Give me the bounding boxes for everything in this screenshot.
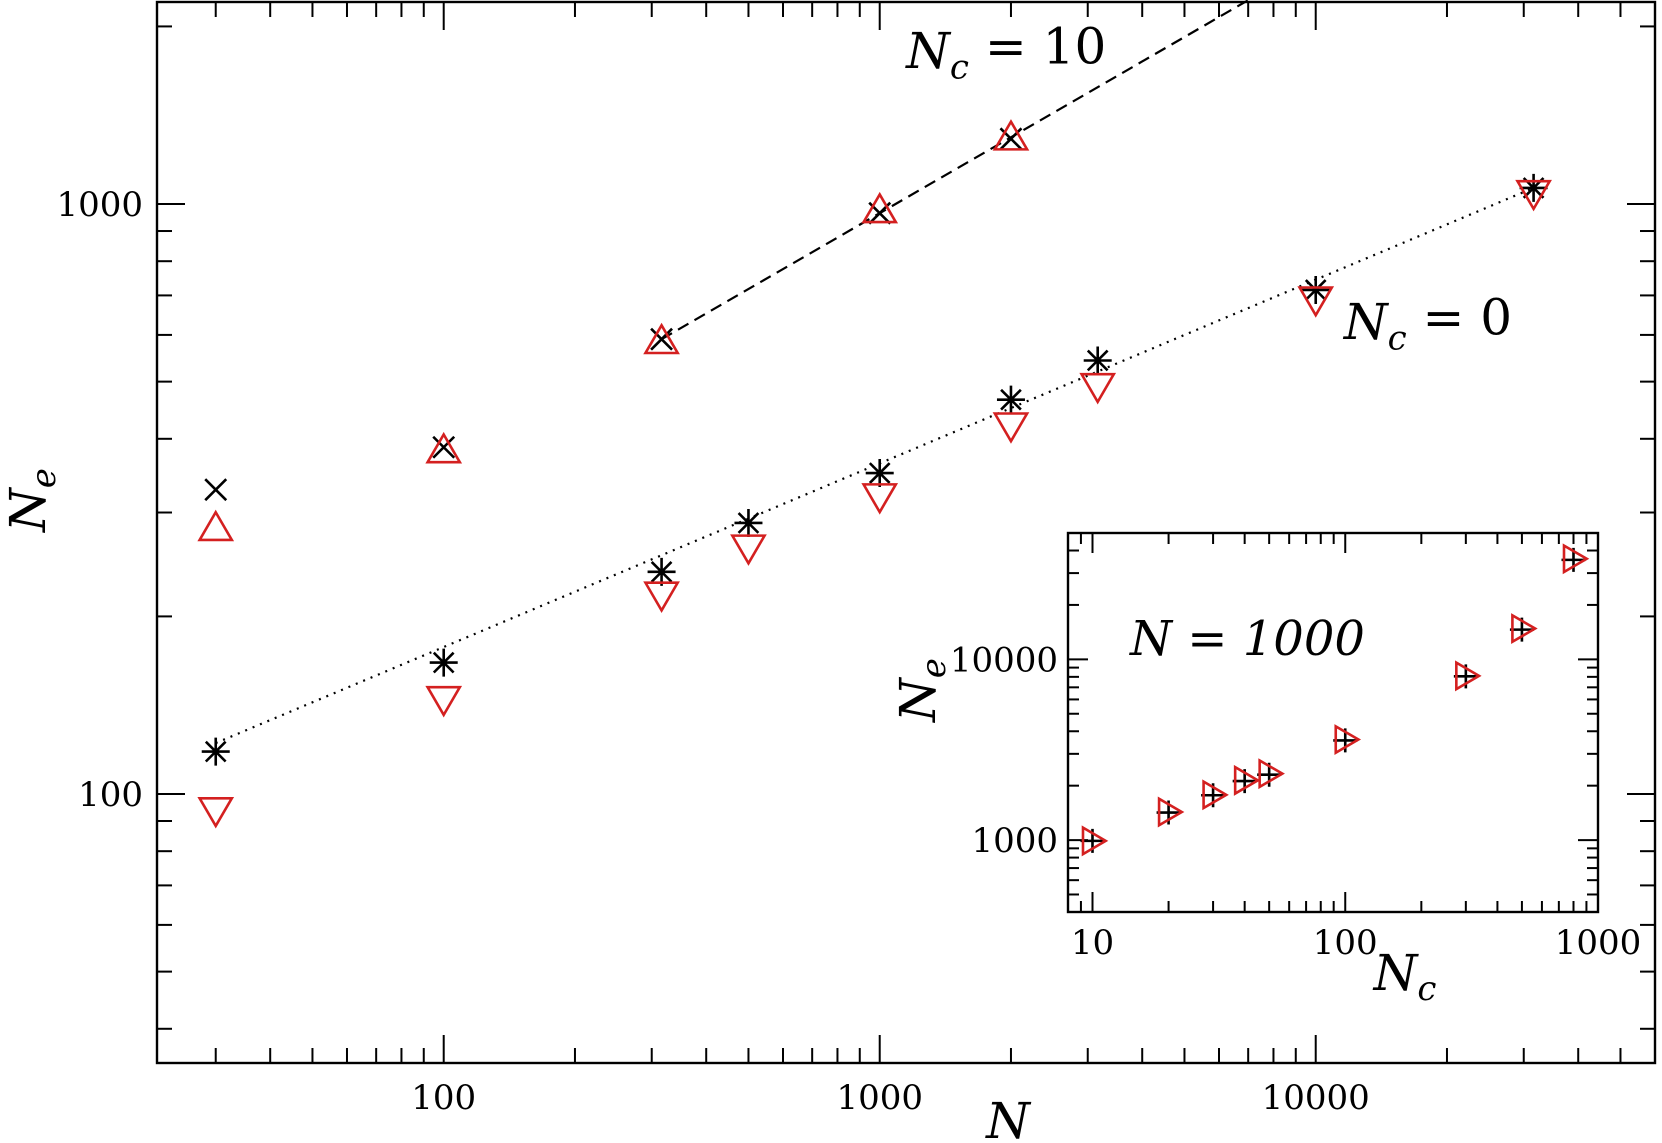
inset-plot-area: 10 100 1000 1000 10000 Nc Ne N = 1000 xyxy=(889,531,1642,1009)
y-axis-title: Ne xyxy=(0,468,64,533)
marker-triangle-up xyxy=(425,431,463,464)
marker-triangle-up xyxy=(992,119,1030,151)
marker-triangle-down xyxy=(1515,179,1552,212)
marker-asterisk xyxy=(1083,346,1112,375)
inset-marker-triangle-right xyxy=(1562,543,1590,575)
marker-asterisk xyxy=(429,648,458,677)
inset-y-axis-title: Ne xyxy=(889,658,954,723)
marker-triangle-down xyxy=(425,685,463,718)
marker-asterisk xyxy=(734,508,763,537)
marker-asterisk xyxy=(865,459,894,488)
marker-triangle-down xyxy=(643,581,680,614)
annotation-label: Nc = 0 xyxy=(1343,288,1512,358)
inset-marker-triangle-right xyxy=(1233,764,1261,796)
marker-triangle-down xyxy=(730,534,767,566)
y-tick-label: 100 xyxy=(78,775,143,815)
inset-frame xyxy=(1066,531,1600,914)
annotation-label: Nc = 10 xyxy=(905,17,1106,87)
marker-triangle-down xyxy=(1297,286,1335,318)
inset-title: N = 1000 xyxy=(1129,611,1365,667)
marker-asterisk xyxy=(1301,275,1330,304)
inset-x-tick-label: 100 xyxy=(1313,923,1378,963)
marker-triangle-down xyxy=(197,796,235,829)
fit-line-dashed xyxy=(661,0,1251,341)
y-tick-label: 1000 xyxy=(56,185,143,225)
marker-triangle-down xyxy=(992,412,1030,444)
inset-x-tick-label: 1000 xyxy=(1555,923,1642,963)
marker-triangle-up xyxy=(861,191,899,224)
marker-asterisk xyxy=(1519,173,1548,202)
inset-x-axis-title: Nc xyxy=(1373,944,1437,1009)
marker-x xyxy=(204,478,228,502)
inset-marker-triangle-right xyxy=(1258,758,1285,790)
marker-triangle-down xyxy=(1079,372,1117,405)
x-tick-label: 10000 xyxy=(1262,1078,1370,1118)
marker-triangle-up xyxy=(197,509,235,542)
x-tick-label: 1000 xyxy=(836,1078,923,1118)
marker-triangle-down xyxy=(861,483,899,515)
marker-x xyxy=(650,327,673,351)
inset-y-tick-label: 10000 xyxy=(950,640,1058,680)
marker-triangle-up xyxy=(643,322,680,355)
x-axis-title: N xyxy=(985,1092,1032,1143)
x-tick-label: 100 xyxy=(411,1078,476,1118)
marker-x xyxy=(432,435,456,459)
inset-marker-triangle-right xyxy=(1334,724,1362,755)
inset-marker-triangle-right xyxy=(1202,779,1229,811)
inset-marker-triangle-right xyxy=(1157,796,1185,828)
frame xyxy=(155,0,1657,1065)
marker-asterisk xyxy=(647,557,676,586)
inset-marker-triangle-right xyxy=(1511,613,1538,645)
inset-marker-triangle-right xyxy=(1081,825,1109,857)
marker-asterisk xyxy=(996,385,1025,414)
inset-y-tick-label: 1000 xyxy=(971,821,1058,861)
inset-x-tick-label: 10 xyxy=(1071,923,1114,963)
marker-asterisk xyxy=(201,737,230,766)
inset-marker-triangle-right xyxy=(1455,660,1482,692)
inset-background xyxy=(1068,533,1598,912)
